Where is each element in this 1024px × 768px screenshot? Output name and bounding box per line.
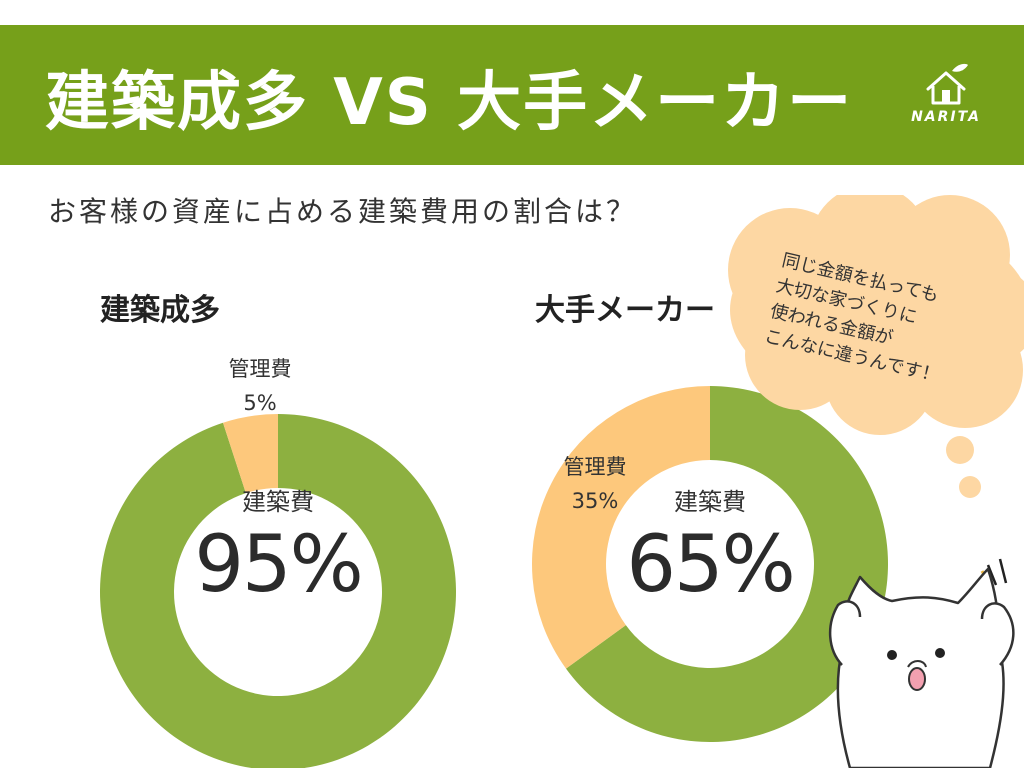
header-banner: 建築成多 VS 大手メーカー NARITA <box>0 25 1024 165</box>
thought-bubble <box>728 195 1024 498</box>
slice-label-management: 管理費 5% <box>205 352 315 420</box>
chart-title-naritasho: 建築成多 <box>100 293 220 328</box>
center-value-construction: 95% <box>194 520 363 610</box>
surprised-cat-illustration <box>828 558 1015 768</box>
donut-slice-management <box>222 414 278 494</box>
slice-label-management-value: 5% <box>243 391 277 415</box>
donut-slice-construction <box>565 386 888 742</box>
donut-chart-naritasho <box>100 414 456 768</box>
slice-label-management-value: 35% <box>571 489 619 513</box>
question-text: お客様の資産に占める建築費用の割合は？ <box>48 195 638 228</box>
donut-chart-major-maker <box>532 386 888 742</box>
center-label-construction: 建築費 <box>242 488 314 516</box>
donut-slice-management <box>532 386 710 669</box>
narita-logo: NARITA <box>906 59 986 129</box>
slice-label-management-name: 管理費 <box>563 455 627 479</box>
donut-slice-construction <box>100 414 456 768</box>
page-title: 建築成多 VS 大手メーカー <box>45 66 854 140</box>
center-label-construction: 建築費 <box>674 488 746 516</box>
center-value-construction: 65% <box>626 520 795 610</box>
chart-title-major-maker: 大手メーカー <box>535 293 715 328</box>
slice-label-management-name: 管理費 <box>228 357 292 381</box>
house-leaf-icon <box>926 63 968 105</box>
slice-label-management: 管理費 35% <box>540 450 650 518</box>
logo-text: NARITA <box>911 109 981 125</box>
